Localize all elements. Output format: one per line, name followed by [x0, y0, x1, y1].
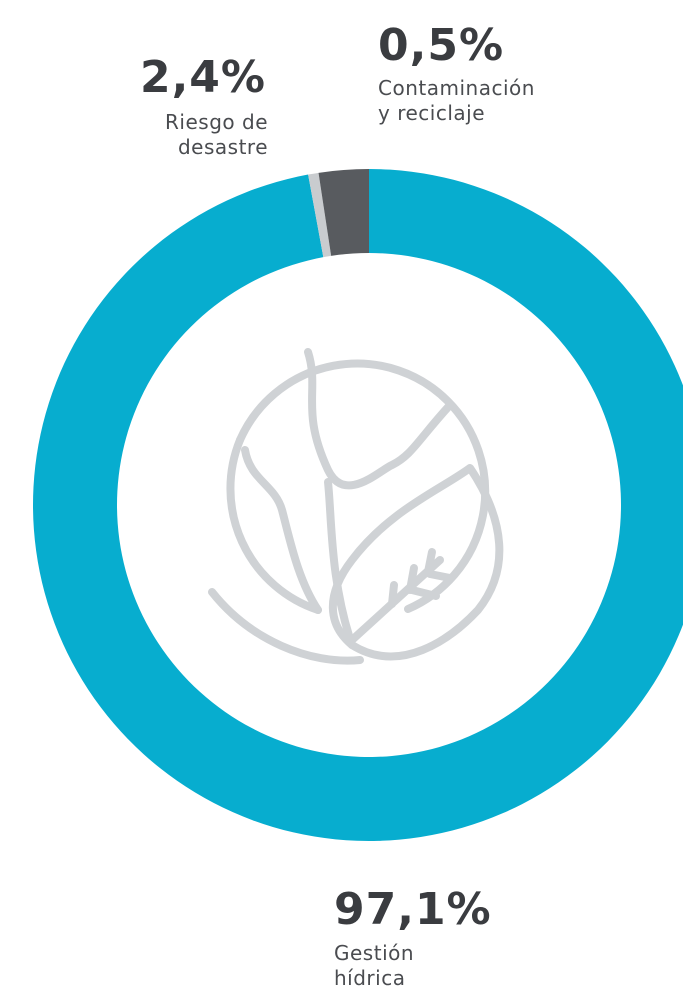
- slice-label-line: hídrica: [334, 966, 406, 990]
- slice-label-line: y reciclaje: [378, 101, 486, 125]
- globe-leaf-icon: [208, 348, 504, 665]
- slice-label-contaminacion: Contaminación y reciclaje: [378, 76, 535, 126]
- donut-slice-2: [318, 169, 369, 256]
- slice-value-contaminacion: 0,5%: [378, 20, 505, 71]
- slice-value-riesgo: 2,4%: [139, 52, 266, 103]
- slice-label-riesgo: Riesgo de desastre: [100, 110, 268, 160]
- slice-label-gestion: Gestión hídrica: [334, 941, 414, 991]
- donut-slice-1: [308, 172, 332, 258]
- slice-label-line: desastre: [177, 135, 268, 159]
- slice-label-line: Contaminación: [378, 76, 535, 100]
- donut-slices: [33, 169, 683, 841]
- slice-label-line: Riesgo de: [165, 110, 268, 134]
- donut-slice-0: [33, 169, 683, 841]
- slice-label-line: Gestión: [334, 941, 415, 965]
- slice-value-gestion: 97,1%: [334, 884, 492, 935]
